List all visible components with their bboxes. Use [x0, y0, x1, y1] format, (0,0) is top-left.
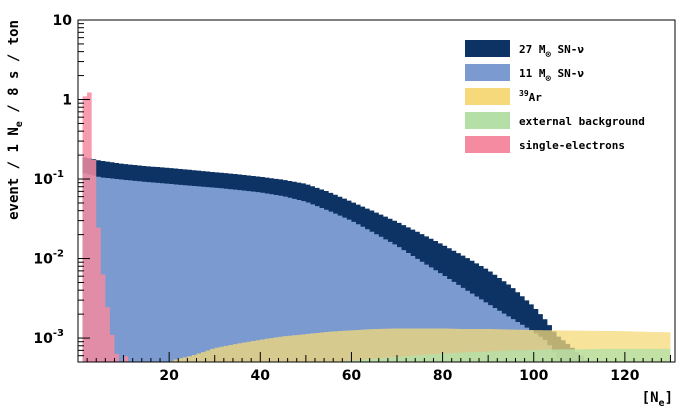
series-area-1: [82, 173, 562, 362]
x-tick-label: 120: [610, 368, 639, 384]
legend-swatch-3: [465, 112, 510, 129]
legend-swatch-1: [465, 64, 510, 81]
x-axis-label: [Ne]: [642, 390, 673, 409]
legend-label-0: 27 M⊙ SN-ν: [519, 43, 584, 60]
legend-swatch-2: [465, 88, 510, 105]
legend-label-2: 39Ar: [519, 89, 542, 104]
y-tick-label: 10-2: [33, 249, 64, 268]
legend: 27 M⊙ SN-ν 11 M⊙ SN-ν 39Ar external backgro…: [465, 40, 645, 153]
series-area-3: [328, 348, 671, 362]
y-tick-label: 1: [62, 93, 72, 109]
legend-label-1: 11 M⊙ SN-ν: [519, 67, 584, 84]
y-tick-label: 10: [53, 13, 73, 29]
legend-label-3: external background: [519, 115, 645, 128]
y-tick-label: 10-3: [33, 328, 64, 347]
series-area-4: [82, 92, 129, 362]
axis-labels: [Ne] event / 1 Ne / 8 s / ton: [6, 20, 673, 409]
x-tick-label: 60: [342, 368, 362, 384]
x-tick-label: 20: [159, 368, 179, 384]
plot-area: [78, 20, 675, 362]
x-tick-label: 80: [433, 368, 453, 384]
x-tick-label: 100: [519, 368, 548, 384]
y-tick-label: 10-1: [33, 169, 64, 188]
legend-swatch-0: [465, 40, 510, 57]
y-axis-label: event / 1 Ne / 8 s / ton: [6, 20, 25, 220]
x-tick-label: 40: [251, 368, 271, 384]
legend-swatch-4: [465, 136, 510, 153]
legend-label-4: single-electrons: [519, 139, 625, 152]
